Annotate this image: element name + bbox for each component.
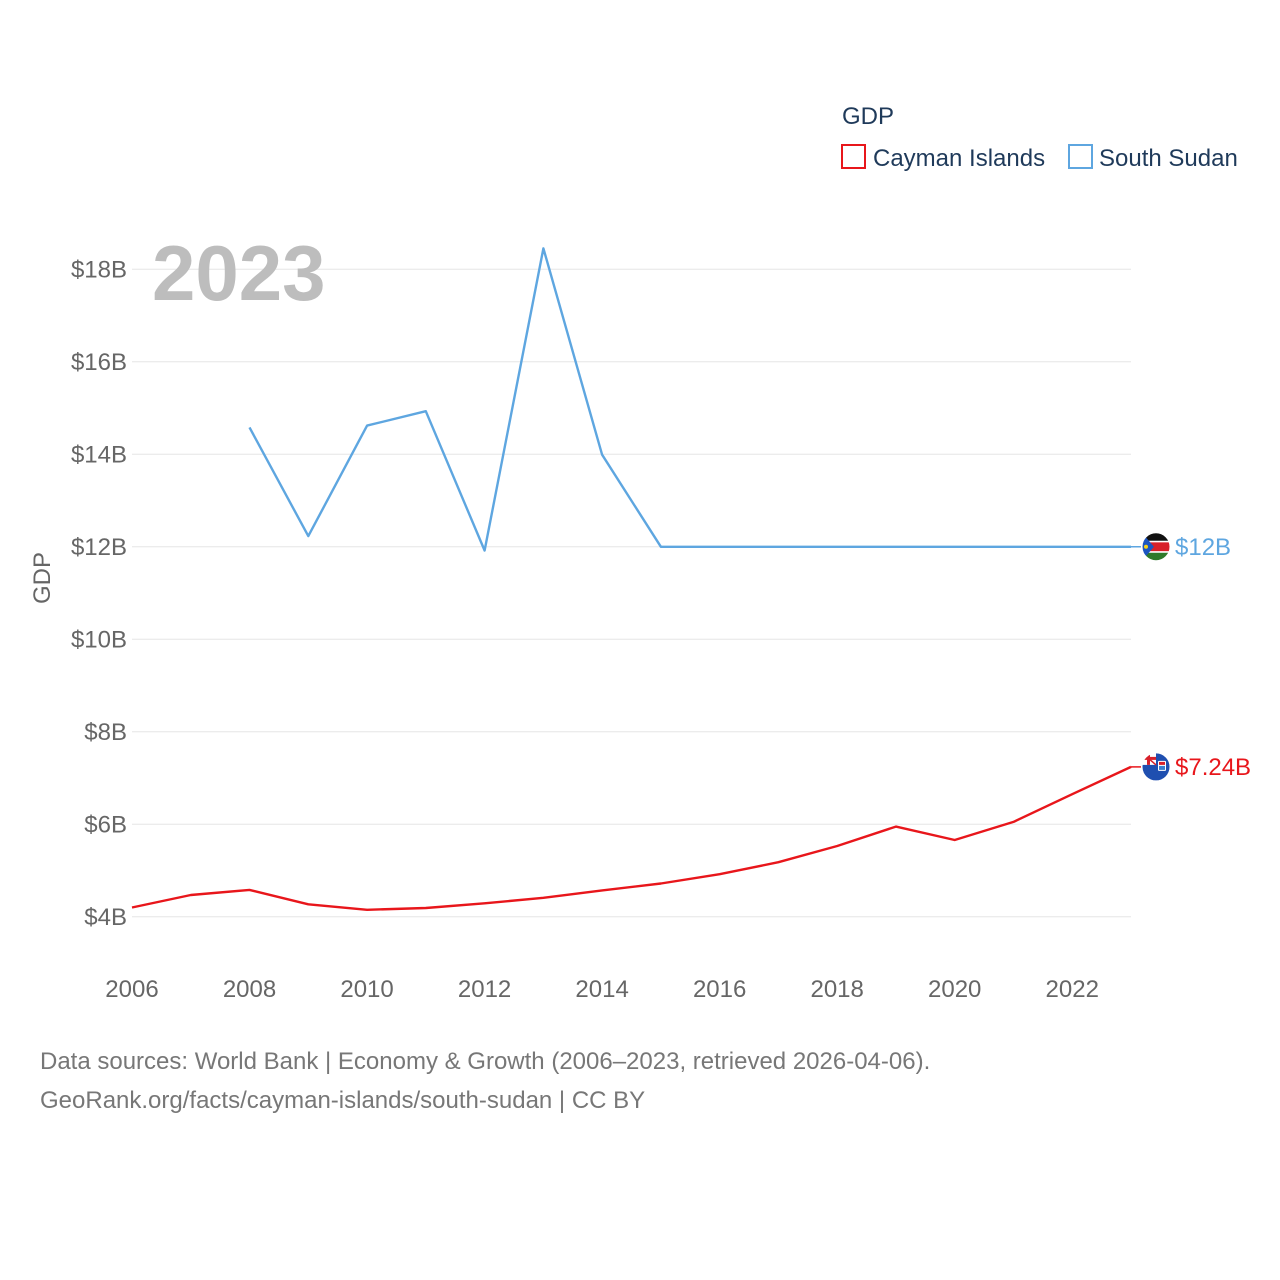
series-line-south-sudan[interactable]: [248, 247, 1132, 552]
source-line-2[interactable]: GeoRank.org/facts/cayman-islands/south-s…: [40, 1087, 646, 1114]
legend-item-south-sudan[interactable]: South Sudan: [1068, 144, 1238, 172]
year-label: 2023: [152, 229, 326, 317]
cayman-islands-flag-icon: [1141, 752, 1171, 782]
end-value-label-south-sudan: $12B: [1175, 534, 1231, 561]
source-line-1: Data sources: World Bank | Economy & Gro…: [40, 1048, 931, 1075]
x-tick-label: 2006: [105, 976, 158, 1003]
x-tick-label: 2010: [340, 976, 393, 1003]
y-tick-label: $12B: [71, 534, 127, 561]
y-tick-label: $14B: [71, 441, 127, 468]
south-sudan-flag-icon: [1141, 532, 1171, 562]
series-line-cayman-islands[interactable]: [131, 765, 1132, 911]
x-tick-label: 2020: [928, 976, 981, 1003]
source-note: Data sources: World Bank | Economy & Gro…: [40, 1042, 1240, 1120]
x-axis-ticks: 2006 2008 2010 2012 2014 2016 2018 2020 2022: [105, 976, 1099, 1003]
x-tick-label: 2012: [458, 976, 511, 1003]
y-axis-label: GDP: [29, 552, 56, 604]
x-tick-label: 2016: [693, 976, 746, 1003]
y-tick-label: $18B: [71, 256, 127, 283]
legend-swatch-cayman-islands: [841, 144, 866, 169]
y-tick-label: $10B: [71, 626, 127, 653]
end-labels: $7.24B $12B: [1131, 532, 1251, 782]
x-tick-label: 2008: [223, 976, 276, 1003]
legend-label-south-sudan: South Sudan: [1099, 145, 1238, 172]
y-tick-label: $8B: [84, 719, 127, 746]
legend-item-cayman-islands[interactable]: Cayman Islands: [841, 144, 1045, 172]
y-tick-label: $6B: [84, 811, 127, 838]
x-tick-label: 2022: [1046, 976, 1099, 1003]
legend-title: GDP: [842, 103, 894, 130]
y-axis-ticks: $4B $6B $8B $10B $12B $14B $16B $18B: [71, 256, 127, 931]
end-value-label-cayman-islands: $7.24B: [1175, 754, 1251, 781]
x-tick-label: 2018: [810, 976, 863, 1003]
gridlines: [132, 268, 1131, 918]
y-tick-label: $16B: [71, 349, 127, 376]
legend-label-cayman-islands: Cayman Islands: [873, 145, 1045, 172]
y-tick-label: $4B: [84, 904, 127, 931]
x-tick-label: 2014: [575, 976, 628, 1003]
legend-swatch-south-sudan: [1068, 144, 1093, 169]
series-layer: [131, 247, 1132, 911]
